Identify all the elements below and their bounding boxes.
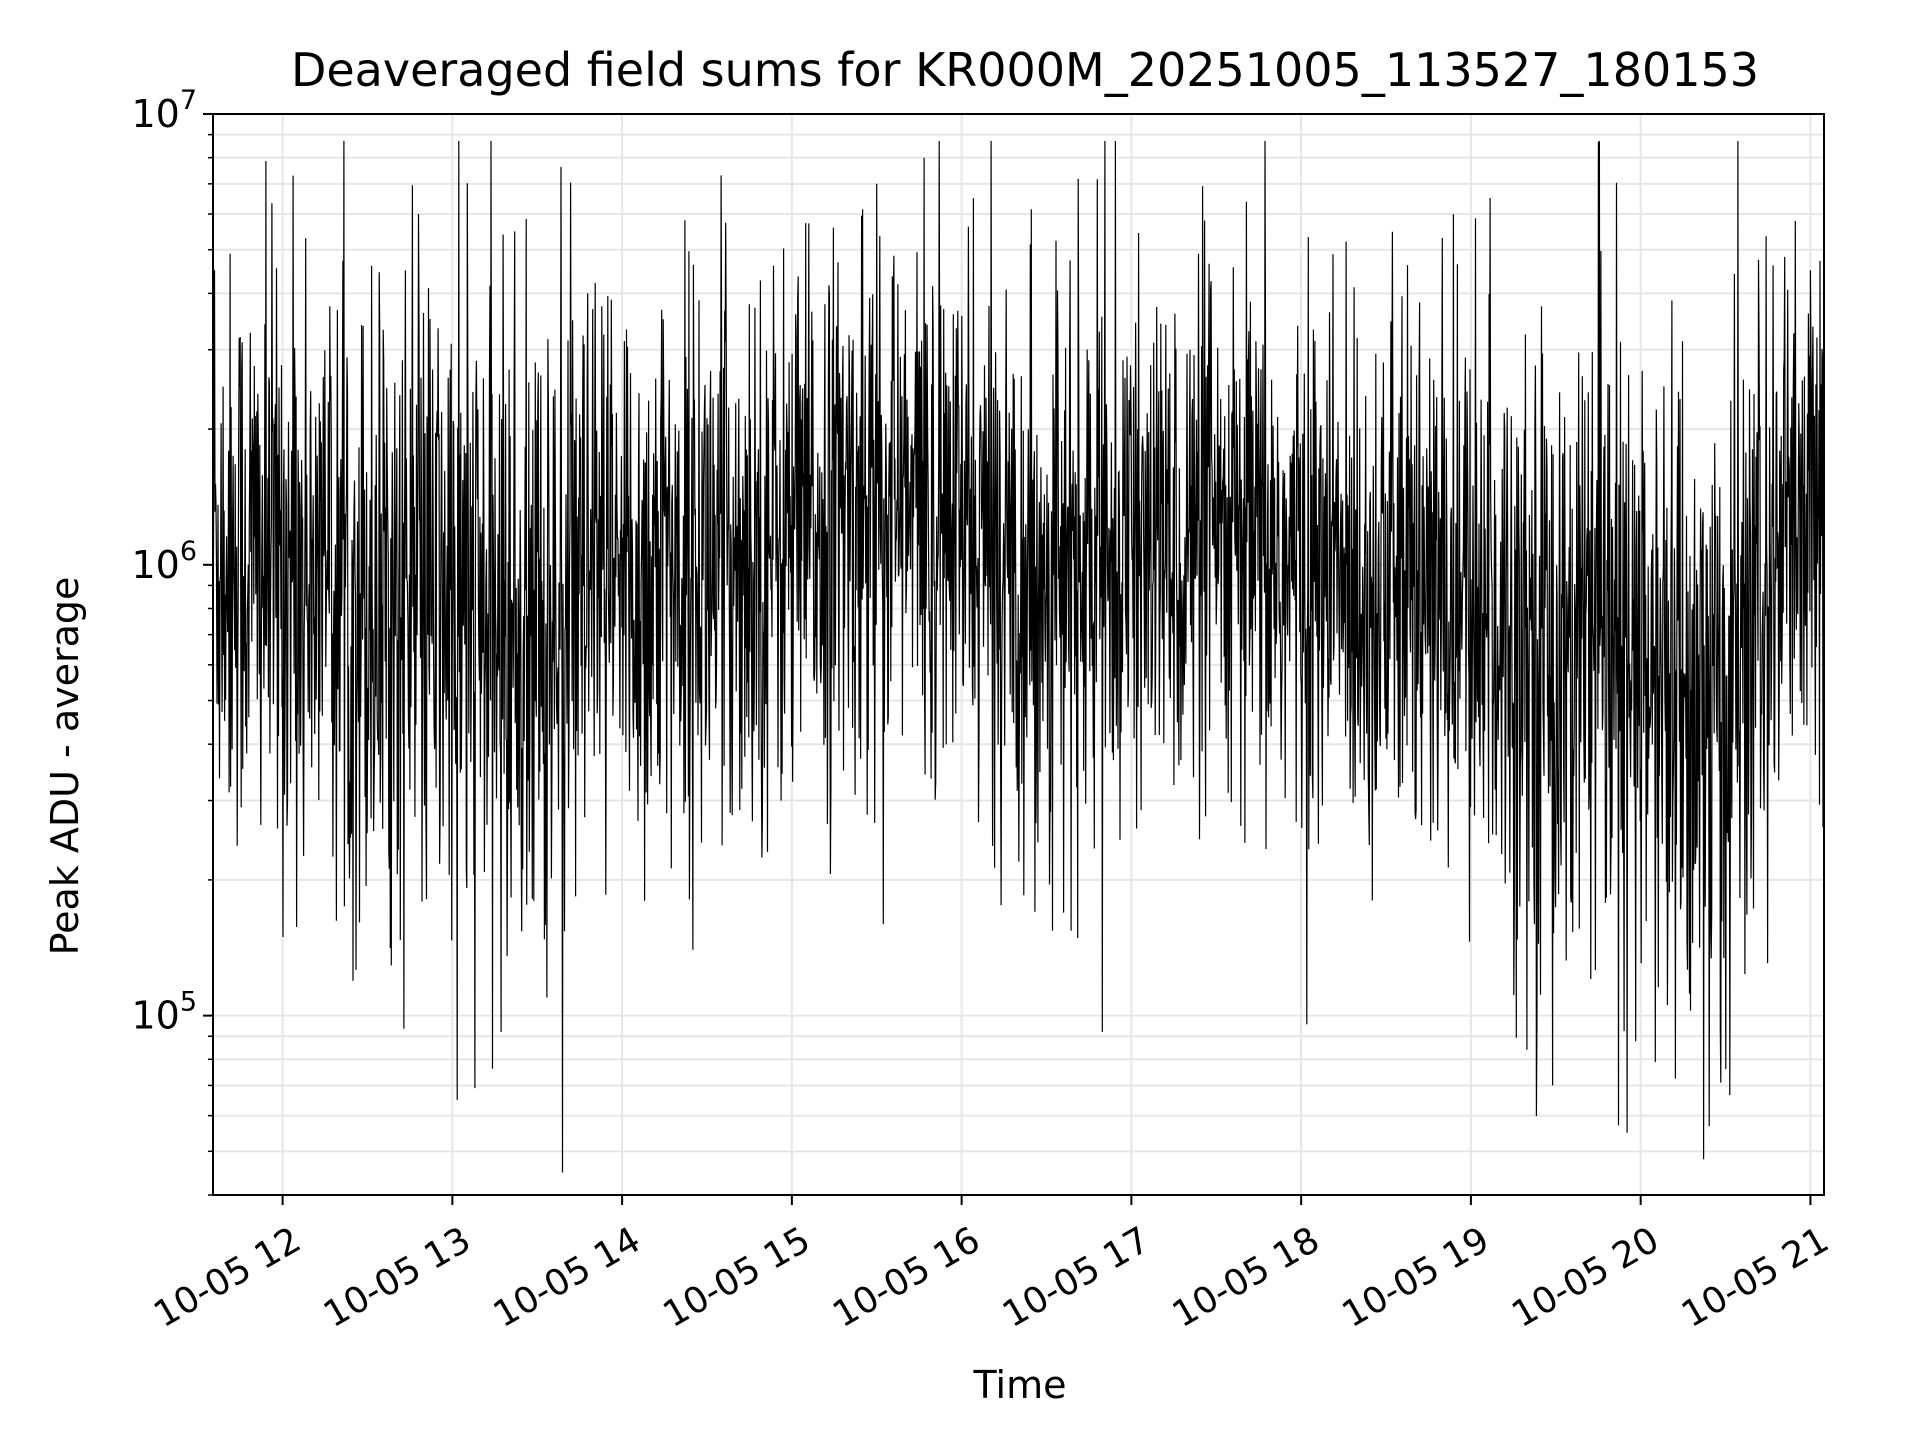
axes-frame	[212, 113, 1825, 1196]
y-tick-label: 105	[131, 987, 197, 1038]
y-tick-label-exponent: 7	[180, 85, 197, 116]
y-tick-label-base: 10	[131, 994, 179, 1038]
y-tick-label: 106	[131, 536, 197, 587]
y-tick-label-base: 10	[131, 92, 179, 136]
x-axis-label: Time	[973, 1363, 1067, 1407]
chart-title: Deaveraged field sums for KR000M_2025100…	[291, 43, 1759, 97]
series-line	[212, 140, 1825, 1173]
y-axis-label: Peak ADU - average	[43, 577, 87, 956]
series-group	[212, 140, 1825, 1173]
y-tick-label-exponent: 5	[180, 987, 197, 1018]
y-tick-label-exponent: 6	[180, 536, 197, 567]
y-tick-label: 107	[131, 85, 197, 136]
y-tick-label-base: 10	[131, 543, 179, 587]
